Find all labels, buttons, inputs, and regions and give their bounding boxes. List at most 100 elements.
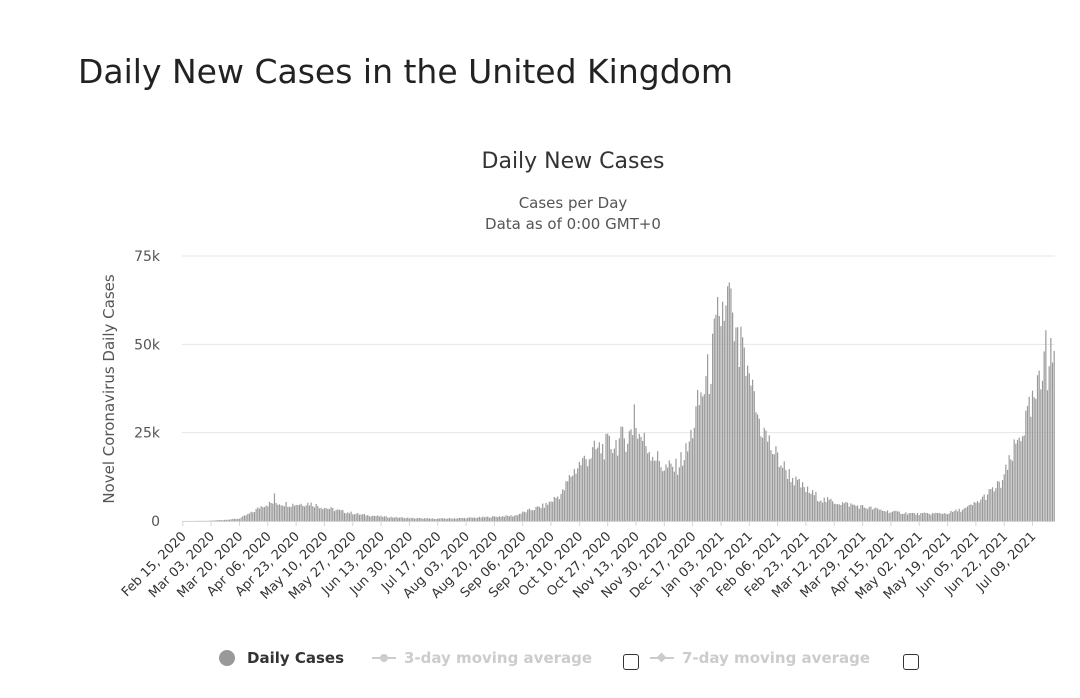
daily-case-bar[interactable] [637,438,639,521]
daily-case-bar[interactable] [350,511,352,521]
daily-case-bar[interactable] [890,512,892,521]
daily-case-bar[interactable] [866,509,869,521]
daily-case-bar[interactable] [307,502,309,521]
daily-case-bar[interactable] [290,506,292,521]
daily-case-bar[interactable] [223,519,226,521]
daily-case-bar[interactable] [562,489,564,521]
daily-case-bar[interactable] [318,508,321,521]
daily-case-bar[interactable] [767,441,769,521]
daily-case-bar[interactable] [795,476,797,521]
daily-case-bar[interactable] [298,504,301,521]
daily-case-bar[interactable] [482,516,484,521]
daily-case-bar[interactable] [557,496,559,521]
daily-case-bar[interactable] [1020,441,1022,521]
daily-case-bar[interactable] [737,327,739,521]
daily-case-bar[interactable] [375,516,377,521]
daily-case-bar[interactable] [288,506,291,521]
daily-case-bar[interactable] [632,435,634,521]
daily-case-bar[interactable] [325,508,327,521]
daily-case-bar[interactable] [517,515,519,521]
daily-case-bar[interactable] [587,466,589,521]
daily-case-bar[interactable] [797,479,799,521]
daily-case-bar[interactable] [946,514,949,521]
daily-case-bar[interactable] [230,519,232,521]
daily-case-bar[interactable] [748,373,750,521]
daily-case-bar[interactable] [527,509,529,521]
daily-case-bar[interactable] [255,509,257,521]
daily-case-bar[interactable] [242,516,244,521]
daily-case-bar[interactable] [916,512,919,521]
daily-case-bar[interactable] [978,502,980,521]
daily-case-bar[interactable] [960,511,962,521]
daily-case-bar[interactable] [493,516,495,521]
daily-case-bar[interactable] [642,440,644,521]
daily-case-bar[interactable] [425,518,427,521]
daily-case-bar[interactable] [427,518,429,521]
daily-case-bar[interactable] [337,509,339,521]
daily-case-bar[interactable] [1046,390,1049,521]
daily-case-bar[interactable] [657,451,659,521]
daily-case-bar[interactable] [675,458,677,521]
daily-case-bar[interactable] [505,515,507,521]
daily-case-bar[interactable] [821,502,824,521]
daily-case-bar[interactable] [777,452,779,521]
daily-case-bar[interactable] [920,512,922,521]
daily-case-bar[interactable] [495,516,497,521]
daily-case-bar[interactable] [297,505,299,521]
daily-case-bar[interactable] [865,508,867,521]
daily-case-bar[interactable] [863,507,865,521]
daily-case-bar[interactable] [843,503,845,521]
daily-case-bar[interactable] [973,502,975,521]
daily-case-bar[interactable] [875,507,877,521]
daily-case-bar[interactable] [652,456,654,521]
daily-case-bar[interactable] [523,511,525,521]
daily-case-bar[interactable] [410,517,412,521]
daily-case-bar[interactable] [465,518,467,521]
daily-case-bar[interactable] [1001,480,1004,521]
daily-case-bar[interactable] [280,505,282,521]
daily-case-bar[interactable] [935,512,937,521]
daily-case-bar[interactable] [928,513,930,521]
daily-case-bar[interactable] [418,518,421,521]
daily-case-bar[interactable] [237,518,239,521]
daily-case-bar[interactable] [430,518,432,521]
daily-case-bar[interactable] [1018,437,1020,521]
daily-case-bar[interactable] [213,520,216,522]
daily-case-bar[interactable] [218,520,221,521]
daily-case-bar[interactable] [468,517,470,521]
daily-case-bar[interactable] [692,438,694,521]
daily-case-bar[interactable] [708,394,710,521]
daily-case-bar[interactable] [1011,460,1014,521]
daily-case-bar[interactable] [550,501,552,521]
daily-case-bar[interactable] [943,513,945,521]
daily-case-bar[interactable] [595,449,597,521]
daily-case-bar[interactable] [828,499,830,521]
daily-case-bar[interactable] [390,516,392,521]
daily-case-bar[interactable] [738,367,740,521]
daily-case-bar[interactable] [403,518,406,521]
daily-case-bar[interactable] [620,426,622,521]
daily-case-bar[interactable] [941,514,944,521]
daily-case-bar[interactable] [770,450,772,521]
daily-case-bar[interactable] [397,517,399,521]
daily-case-bar[interactable] [933,513,935,521]
daily-case-bar[interactable] [438,518,440,521]
daily-case-bar[interactable] [547,504,549,521]
daily-case-bar[interactable] [1000,487,1002,521]
daily-case-bar[interactable] [782,467,784,521]
daily-case-bar[interactable] [372,515,374,521]
daily-case-bar[interactable] [672,466,674,521]
daily-case-bar[interactable] [220,520,222,521]
daily-case-bar[interactable] [585,459,587,521]
daily-case-bar[interactable] [961,509,964,521]
daily-case-bar[interactable] [248,513,251,522]
daily-case-bar[interactable] [552,501,554,521]
daily-case-bar[interactable] [293,505,296,521]
daily-case-bar[interactable] [1005,464,1007,521]
daily-case-bar[interactable] [423,518,426,521]
daily-case-bar[interactable] [635,427,637,521]
daily-case-bar[interactable] [488,517,490,521]
daily-case-bar[interactable] [861,505,864,521]
daily-case-bar[interactable] [545,503,547,521]
daily-case-bar[interactable] [698,405,700,521]
